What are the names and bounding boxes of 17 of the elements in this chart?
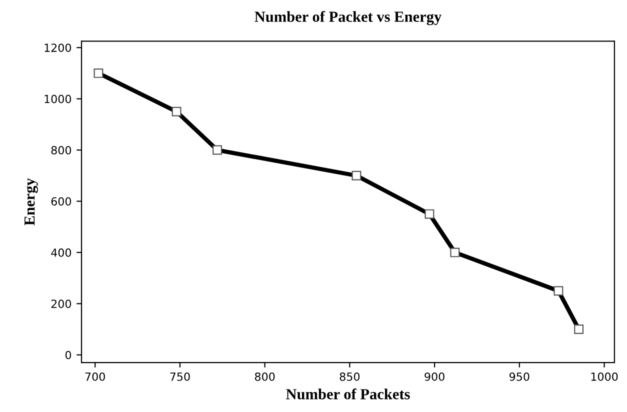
y-tick-label: 1000 (44, 94, 72, 104)
x-tick-label: 900 (424, 372, 444, 381)
x-tick-label: 950 (510, 372, 530, 381)
y-tick-label: 800 (51, 146, 72, 154)
x-tick-label: 700 (85, 372, 105, 381)
y-tick-label: 400 (51, 248, 72, 257)
x-tick-label: 800 (254, 372, 275, 381)
y-axis-title: Energy (24, 178, 38, 226)
y-tick-label: 1200 (44, 44, 72, 52)
y-tick-label: 600 (51, 197, 72, 206)
x-tick-label: 850 (340, 372, 360, 381)
x-tick-label: 750 (170, 372, 190, 381)
y-tick-label: 0 (65, 350, 72, 360)
x-tick-label: 1000 (591, 372, 618, 381)
chart-title: Number of Packet vs Energy (254, 11, 442, 26)
x-axis-title: Number of Packets (286, 388, 410, 400)
y-tick-label: 200 (51, 300, 72, 308)
